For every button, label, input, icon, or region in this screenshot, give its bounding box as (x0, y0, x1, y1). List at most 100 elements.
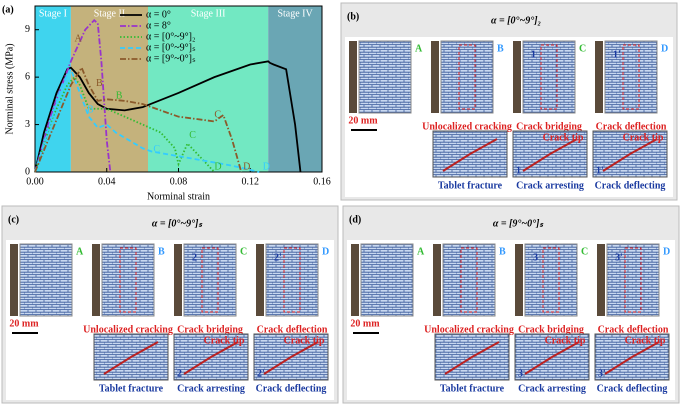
photo-marker: 2' (274, 252, 282, 263)
inset-marker: 2 (177, 368, 182, 379)
scale-label: 20 mm (348, 115, 378, 126)
grip (256, 244, 264, 316)
crack-path (524, 341, 580, 375)
photo-marker: 1' (613, 49, 621, 60)
legend-label: α = [0°~9°]ₛ (146, 42, 196, 53)
stage-letter: C (240, 246, 247, 257)
photo-caption: Crack deflection (596, 121, 667, 132)
stage-label: Stage II (94, 8, 125, 19)
stage-label: Stage IV (277, 8, 313, 19)
annotation: D (243, 162, 250, 173)
photo-caption: Unlocalized cracking (424, 324, 514, 335)
grip (92, 244, 100, 316)
grip (349, 41, 357, 113)
stage-letter: B (497, 43, 504, 54)
y-tick-label: 0 (25, 166, 30, 177)
y-tick-label: 6 (25, 71, 30, 82)
crack-path (602, 138, 658, 172)
inset-note: Crack tip (545, 335, 586, 346)
x-tick-label: 0.04 (98, 176, 116, 187)
inset-marker: 1 (516, 165, 521, 176)
inset-caption: Crack deflecting (256, 383, 327, 394)
legend-label: α = [0°~9°]₂ (146, 31, 195, 42)
specimen-photo (604, 40, 658, 114)
stage-label: Stage III (191, 8, 226, 19)
stage-letter: C (579, 43, 586, 54)
crack-path (263, 341, 319, 375)
inset-caption: Tablet fracture (440, 383, 505, 394)
legend-label: α = [9°~0°]ₛ (146, 53, 196, 64)
series-line (34, 75, 216, 173)
annotation: C (189, 130, 196, 141)
grip (513, 41, 521, 113)
crack-zone (201, 247, 219, 313)
grip (433, 244, 441, 316)
crack-path (442, 138, 498, 172)
specimen-photo (360, 243, 414, 317)
specimen-photo (19, 243, 73, 317)
panel-title: α = [9°~0°]ₛ (493, 218, 545, 229)
series-line (34, 67, 260, 173)
photo-caption: Crack deflection (257, 324, 328, 335)
grip (595, 41, 603, 113)
legend-label: α = 0° (146, 9, 171, 20)
specimen-photo (101, 243, 155, 317)
inset-caption: Crack arresting (177, 383, 245, 394)
panel-label: (c) (8, 214, 19, 225)
grip (10, 244, 18, 316)
stage-letter: D (661, 43, 668, 54)
crack-zone (458, 44, 476, 110)
stage-letter: B (499, 246, 506, 257)
annotation: B (96, 78, 103, 89)
specimen-photo (524, 243, 578, 317)
crack-path (604, 341, 660, 375)
grip (174, 244, 182, 316)
legend-label: α = 8° (146, 20, 171, 31)
stage-letter: A (415, 43, 423, 54)
grip (431, 41, 439, 113)
photo-marker: 2 (192, 252, 197, 263)
stage-letter: C (581, 246, 588, 257)
specimen-photo (265, 243, 319, 317)
x-tick-label: 0.00 (26, 176, 44, 187)
photo-marker: 1 (531, 49, 536, 60)
specimen-photo (440, 40, 494, 114)
annotation: B (116, 90, 123, 101)
panel-label: (a) (2, 4, 14, 15)
annotation: C (153, 144, 160, 155)
annotation: C (214, 109, 221, 120)
inset-note: Crack tip (623, 132, 664, 143)
stage-letter: A (76, 246, 84, 257)
inset-note: Crack tip (543, 132, 584, 143)
grip (597, 244, 605, 316)
x-tick-label: 0.08 (170, 176, 188, 187)
inset-caption: Tablet fracture (99, 383, 164, 394)
inset-note: Crack tip (204, 335, 245, 346)
crack-zone (540, 44, 558, 110)
stage-letter: B (158, 246, 165, 257)
inset-marker: 1' (596, 165, 604, 176)
inset-note: Crack tip (284, 335, 325, 346)
specimen-photo (442, 243, 496, 317)
panel-title: α = [0°~9°]ₛ (152, 218, 204, 229)
inset-marker: 3 (518, 368, 523, 379)
crack-zone (542, 247, 560, 313)
grip (351, 244, 359, 316)
inset-caption: Crack deflecting (595, 180, 666, 191)
specimen-photo (522, 40, 576, 114)
panel-label: (b) (347, 11, 359, 22)
stage-band (148, 6, 269, 172)
stage-band (70, 6, 149, 172)
y-tick-label: 3 (25, 119, 30, 130)
stage-label: Stage I (39, 8, 67, 19)
photo-caption: Crack bridging (177, 324, 243, 335)
scale-label: 20 mm (9, 318, 39, 329)
photo-caption: Crack bridging (516, 121, 582, 132)
specimen-photo (606, 243, 660, 317)
grip (515, 244, 523, 316)
x-tick-label: 0.16 (313, 176, 331, 187)
stage-letter: D (663, 246, 670, 257)
stage-letter: A (417, 246, 425, 257)
annotation: D (263, 162, 270, 173)
photo-marker: 3 (533, 252, 538, 263)
